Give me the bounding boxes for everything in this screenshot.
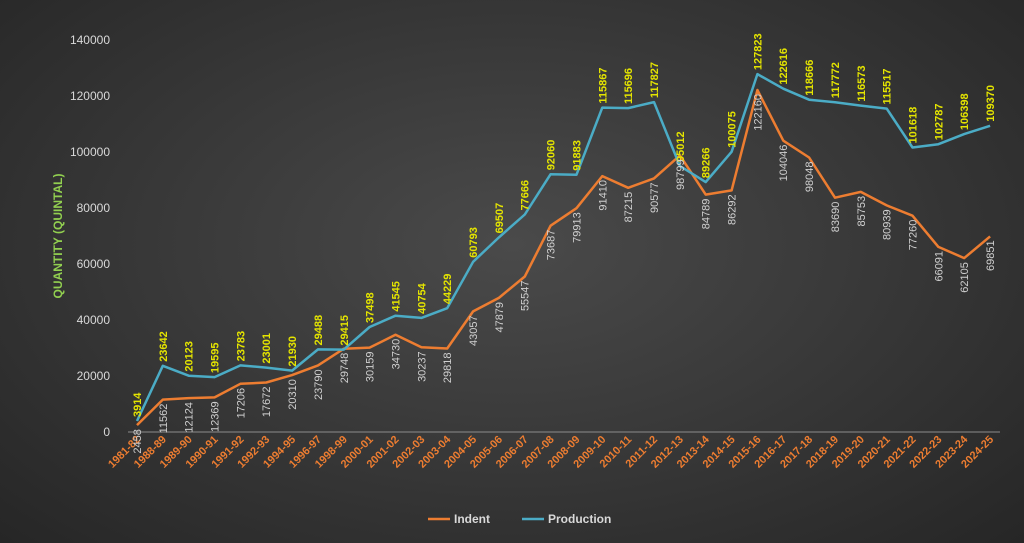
data-label-indent: 79913 [571,212,583,243]
data-label-indent: 17672 [261,387,273,418]
data-label-indent: 98048 [804,161,816,192]
x-axis-ticks: 1981-821988-891989-901990-911991-921992-… [106,433,996,471]
data-label-indent: 23790 [313,369,325,400]
data-label-production: 127823 [752,33,764,70]
data-label-production: 118666 [804,60,816,96]
y-tick-label: 60000 [77,257,111,271]
data-label-production: 115696 [623,68,635,104]
data-label-production: 106398 [959,93,971,130]
legend-label-indent: Indent [454,512,490,526]
data-label-indent: 34730 [391,339,403,370]
data-label-production: 116573 [856,65,868,101]
y-tick-label: 140000 [70,33,110,47]
data-label-indent: 47879 [494,302,506,333]
series-lines [135,72,991,426]
y-axis: 0 20000 40000 60000 80000 100000 120000 140000 [70,33,110,439]
data-label-indent: 85753 [856,196,868,227]
data-label-production: 40754 [416,282,428,313]
data-label-indent: 91410 [597,180,609,211]
data-label-production: 20123 [184,341,196,372]
y-axis-label: QUANTITY (QUINTAL) [51,174,65,299]
data-label-indent: 73687 [546,230,558,261]
data-label-indent: 90577 [649,182,661,213]
data-label-indent: 20310 [287,379,299,410]
data-label-indent: 62105 [959,262,971,293]
data-label-indent: 69851 [985,240,997,271]
data-label-production: 92060 [546,140,558,171]
data-label-production: 29415 [339,315,351,346]
data-label-production: 117772 [830,62,842,98]
data-label-indent: 55547 [520,280,532,311]
y-tick-label: 0 [103,425,110,439]
y-tick-label: 40000 [77,313,111,327]
data-label-production: 101618 [908,107,920,144]
series-line-production [135,72,991,422]
data-label-indent: 30237 [416,351,428,382]
data-label-production: 100075 [727,111,739,148]
data-label-production: 122616 [778,48,790,85]
data-label-indent: 43057 [468,315,480,346]
y-tick-label: 20000 [77,369,111,383]
data-label-production: 19595 [210,343,222,374]
data-label-indent: 80939 [882,209,894,240]
data-label-indent: 122160 [752,94,764,131]
data-label-production: 23783 [235,331,247,362]
data-label-indent: 104046 [778,145,790,182]
data-label-production: 77666 [520,180,532,211]
data-label-indent: 98799 [675,159,687,190]
legend: Indent Production [428,512,611,526]
data-label-production: 44229 [442,274,454,305]
data-label-production: 115867 [597,67,609,103]
data-label-production: 23001 [261,333,273,364]
data-label-production: 21930 [287,336,299,367]
data-label-indent: 29818 [442,353,454,384]
data-label-production: 60793 [468,227,480,258]
data-label-indent: 30159 [365,352,377,383]
data-label-indent: 2458 [132,429,144,453]
data-label-indent: 12369 [210,401,222,432]
data-label-production: 117827 [649,62,661,98]
data-label-indent: 83690 [830,202,842,233]
series-line-indent [136,88,991,426]
data-label-production: 89266 [701,147,713,178]
data-label-production: 91883 [571,140,583,171]
data-label-production: 29488 [313,315,325,346]
data-label-indent: 87215 [623,192,635,223]
data-label-production: 41545 [391,281,403,312]
data-label-indent: 84789 [701,199,713,230]
y-tick-label: 80000 [77,201,111,215]
data-label-production: 109370 [985,85,997,122]
data-label-production: 37498 [365,292,377,323]
data-label-indent: 12124 [184,402,196,433]
data-label-production: 69507 [494,203,506,234]
data-label-indent: 66091 [933,251,945,282]
data-label-indent: 29748 [339,353,351,384]
data-label-production: 95012 [675,131,687,162]
data-label-indent: 11562 [158,404,170,434]
data-label-production: 102787 [933,103,945,140]
data-label-indent: 86292 [727,194,739,225]
data-label-production: 23642 [158,331,170,362]
y-tick-label: 100000 [70,145,110,159]
data-label-production: 115517 [882,68,894,104]
data-labels: 3914 23642 20123 19595 23783 23001 21930 29488 2… [132,33,997,453]
data-label-indent: 77260 [908,220,920,251]
legend-label-production: Production [548,512,611,526]
y-tick-label: 120000 [70,89,110,103]
data-label-indent: 17206 [235,388,247,419]
data-label-production: 3914 [132,392,144,417]
